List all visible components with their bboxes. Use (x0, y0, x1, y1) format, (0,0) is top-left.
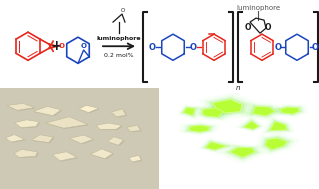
Text: O: O (275, 43, 281, 52)
Polygon shape (266, 119, 290, 132)
Polygon shape (80, 106, 100, 113)
Polygon shape (242, 120, 260, 130)
Text: 0.2 mol%: 0.2 mol% (104, 53, 134, 58)
Polygon shape (227, 147, 257, 159)
Polygon shape (130, 156, 142, 163)
Polygon shape (111, 109, 126, 117)
Polygon shape (201, 107, 226, 118)
Polygon shape (264, 118, 292, 133)
Polygon shape (14, 149, 37, 157)
Text: n: n (236, 85, 241, 91)
Polygon shape (69, 135, 93, 143)
Polygon shape (260, 134, 295, 153)
Polygon shape (98, 124, 123, 130)
Polygon shape (278, 107, 301, 115)
Polygon shape (270, 121, 287, 131)
Text: O: O (59, 43, 65, 49)
Text: O: O (121, 8, 125, 12)
Polygon shape (7, 103, 34, 110)
Polygon shape (199, 106, 228, 119)
Polygon shape (279, 107, 300, 114)
Text: O: O (265, 23, 271, 32)
Polygon shape (238, 118, 263, 131)
Polygon shape (79, 105, 99, 112)
Text: O: O (245, 23, 251, 32)
Text: +: + (50, 39, 62, 53)
Polygon shape (203, 140, 232, 151)
Polygon shape (244, 121, 259, 129)
Polygon shape (107, 137, 124, 145)
Polygon shape (183, 108, 195, 115)
Polygon shape (31, 135, 53, 143)
Polygon shape (185, 124, 213, 133)
Polygon shape (34, 107, 63, 116)
Polygon shape (128, 126, 142, 132)
FancyBboxPatch shape (0, 88, 159, 189)
Polygon shape (14, 120, 39, 128)
Polygon shape (205, 142, 227, 150)
Polygon shape (241, 119, 261, 131)
Polygon shape (126, 125, 141, 131)
Polygon shape (210, 98, 245, 114)
Polygon shape (16, 121, 40, 128)
Text: luminophore: luminophore (97, 36, 141, 41)
Polygon shape (182, 123, 216, 134)
Polygon shape (207, 97, 247, 115)
Polygon shape (268, 120, 289, 131)
Polygon shape (5, 135, 25, 142)
Polygon shape (54, 153, 78, 162)
Polygon shape (222, 145, 263, 161)
Polygon shape (230, 147, 255, 157)
Polygon shape (52, 152, 77, 161)
Polygon shape (273, 105, 305, 116)
Text: luminophore: luminophore (236, 5, 280, 11)
Polygon shape (46, 117, 88, 128)
Polygon shape (129, 155, 141, 162)
Polygon shape (252, 106, 275, 116)
Polygon shape (204, 95, 251, 117)
Polygon shape (201, 139, 236, 152)
Polygon shape (276, 106, 302, 115)
Polygon shape (179, 106, 199, 119)
Polygon shape (182, 107, 196, 116)
Polygon shape (15, 150, 39, 158)
Polygon shape (90, 149, 113, 159)
Polygon shape (33, 106, 61, 116)
Polygon shape (246, 104, 282, 119)
Polygon shape (212, 99, 242, 113)
Polygon shape (8, 104, 36, 111)
Text: O: O (81, 43, 87, 49)
Polygon shape (189, 125, 210, 132)
Polygon shape (204, 141, 230, 151)
Polygon shape (113, 110, 127, 118)
Polygon shape (197, 105, 231, 120)
Polygon shape (96, 123, 122, 129)
Text: O: O (149, 43, 155, 52)
Polygon shape (181, 106, 197, 117)
Polygon shape (264, 137, 290, 151)
Polygon shape (265, 138, 287, 150)
Polygon shape (47, 118, 89, 129)
Polygon shape (6, 135, 26, 143)
Polygon shape (225, 146, 259, 160)
Polygon shape (203, 108, 223, 117)
Polygon shape (187, 125, 212, 133)
Polygon shape (108, 137, 125, 146)
Polygon shape (249, 105, 279, 118)
Polygon shape (33, 136, 55, 143)
Polygon shape (92, 150, 114, 160)
Polygon shape (262, 136, 292, 152)
Polygon shape (70, 136, 95, 144)
Text: O: O (311, 43, 318, 52)
Text: O: O (189, 43, 197, 52)
Polygon shape (250, 105, 277, 117)
